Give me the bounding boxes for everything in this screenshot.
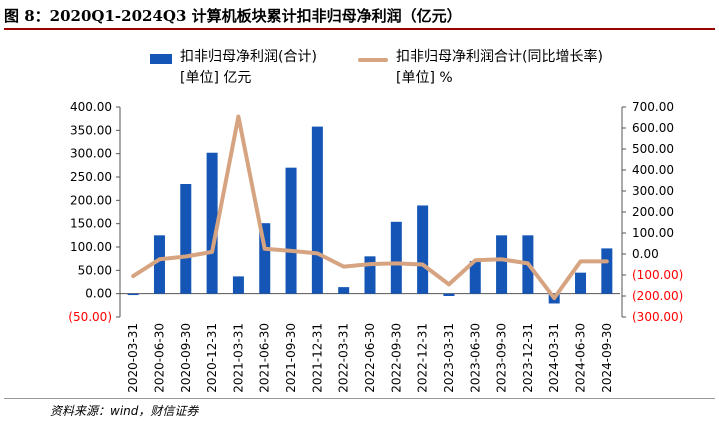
legend-line-unit: [单位] % xyxy=(396,70,453,86)
bar xyxy=(601,248,613,294)
bar xyxy=(417,205,429,294)
left-tick-label: 100.00 xyxy=(70,240,112,254)
bar xyxy=(285,167,297,294)
right-tick-label: (100.00) xyxy=(632,268,683,282)
x-tick-label: 2020-09-30 xyxy=(179,323,193,393)
left-tick-label: 200.00 xyxy=(70,193,112,207)
bar xyxy=(127,293,139,296)
chart-svg: (50.00) 0.00 50.00 100.00 150.00 200.00 250.00… xyxy=(68,100,683,393)
bar xyxy=(575,272,587,294)
left-tick-label: 300.00 xyxy=(70,147,112,161)
left-tick-label: 150.00 xyxy=(70,217,112,231)
bar xyxy=(496,235,508,294)
left-tick-label: 350.00 xyxy=(70,123,112,137)
x-tick-label: 2024-03-31 xyxy=(547,323,561,393)
x-tick-label: 2022-12-31 xyxy=(416,323,430,393)
legend-bar-label: 扣非归母净利润(合计) xyxy=(180,49,317,65)
x-tick-label: 2021-06-30 xyxy=(258,323,272,393)
x-tick-label: 2020-03-31 xyxy=(126,323,140,393)
right-tick-label: 600.00 xyxy=(632,121,674,135)
left-tick-label: 250.00 xyxy=(70,170,112,184)
bar xyxy=(338,287,350,294)
x-tick-label: 2022-09-30 xyxy=(389,323,403,393)
bar xyxy=(469,261,481,294)
bar xyxy=(180,184,192,294)
left-tick-label: 400.00 xyxy=(70,100,112,114)
chart-title: 图 8：2020Q1-2024Q3 计算机板块累计扣非归母净利润（亿元） xyxy=(4,7,462,25)
x-tick-label: 2023-09-30 xyxy=(495,323,509,393)
x-tick-label: 2023-06-30 xyxy=(468,323,482,393)
growth-rate-line xyxy=(131,114,609,301)
legend-line-swatch xyxy=(358,58,388,62)
x-tick-label: 2021-03-31 xyxy=(231,323,245,393)
bar xyxy=(443,293,455,296)
right-tick-label: 400.00 xyxy=(632,163,674,177)
x-tick-label: 2021-12-31 xyxy=(310,323,324,393)
right-tick-label: (200.00) xyxy=(632,289,683,303)
bar xyxy=(153,235,165,294)
left-tick-label: 50.00 xyxy=(78,263,112,277)
bar xyxy=(232,276,244,294)
bar xyxy=(364,256,376,294)
x-tick-label: 2021-09-30 xyxy=(284,323,298,393)
x-tick-label: 2023-03-31 xyxy=(442,323,456,393)
legend-line-label: 扣非归母净利润合计(同比增长率) xyxy=(396,49,603,65)
x-tick-label: 2024-09-30 xyxy=(600,323,614,393)
left-tick-label: 0.00 xyxy=(85,287,112,301)
right-tick-label: 700.00 xyxy=(632,100,674,114)
bar xyxy=(206,152,218,294)
x-tick-label: 2024-06-30 xyxy=(574,323,588,393)
footer-rule xyxy=(4,398,715,399)
bar xyxy=(259,223,271,294)
source-note: 资料来源：wind，财信证券 xyxy=(50,404,199,418)
right-tick-label: (300.00) xyxy=(632,310,683,324)
title-bar: 图 8：2020Q1-2024Q3 计算机板块累计扣非归母净利润（亿元） xyxy=(4,2,715,30)
bar xyxy=(311,126,323,294)
right-tick-label: 300.00 xyxy=(632,184,674,198)
x-tick-label: 2023-12-31 xyxy=(521,323,535,393)
right-tick-label: 500.00 xyxy=(632,142,674,156)
left-tick-label: (50.00) xyxy=(68,310,112,324)
legend-bar-unit: [单位] 亿元 xyxy=(180,70,252,86)
x-tick-label: 2020-06-30 xyxy=(152,323,166,393)
x-tick-label: 2020-12-31 xyxy=(205,323,219,393)
right-tick-label: 100.00 xyxy=(632,226,674,240)
legend-bar-swatch xyxy=(150,54,172,64)
bar xyxy=(390,221,402,294)
right-tick-label: 0.00 xyxy=(632,247,659,261)
x-tick-label: 2022-03-31 xyxy=(337,323,351,393)
right-tick-label: 200.00 xyxy=(632,205,674,219)
x-tick-label: 2022-06-30 xyxy=(363,323,377,393)
